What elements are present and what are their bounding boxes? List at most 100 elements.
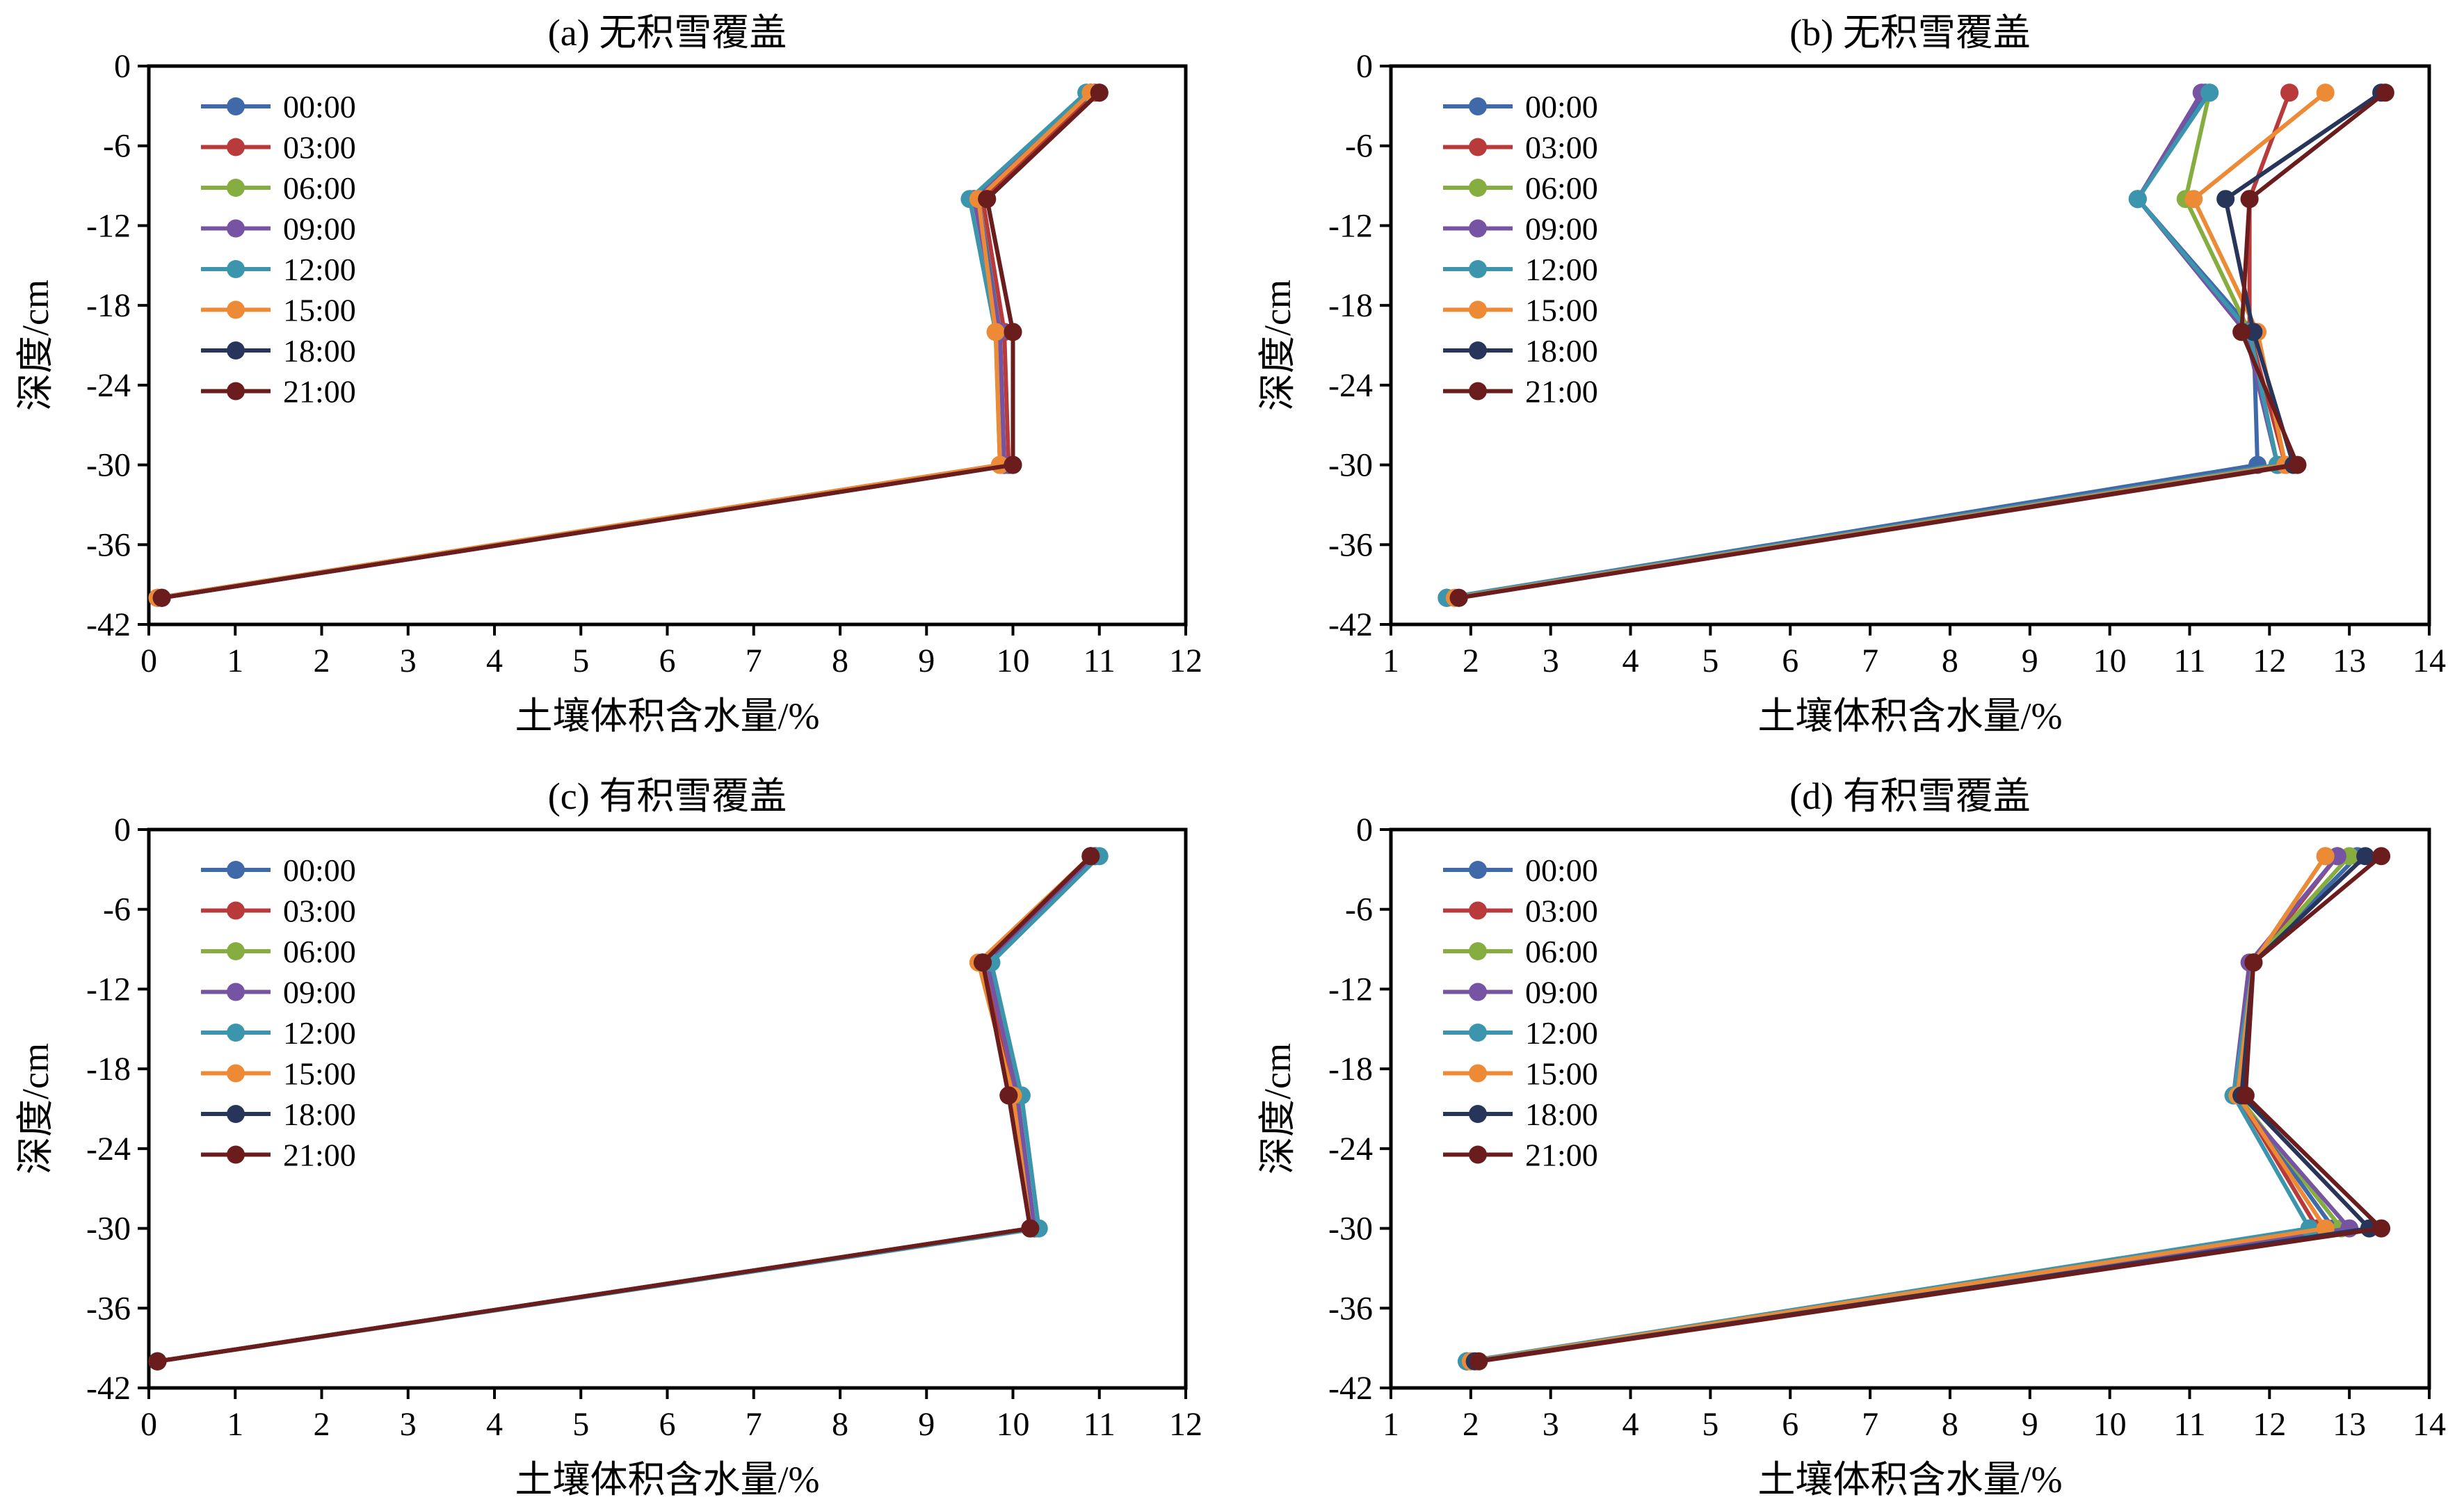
legend-label: 09:00 <box>1525 975 1598 1010</box>
legend: 00:00 03:00 06:00 09:00 12:00 15:00 18:00 21:00 <box>201 89 356 410</box>
y-tick-label: -30 <box>1328 447 1373 484</box>
legend-marker <box>227 219 245 238</box>
data-point <box>978 190 997 209</box>
legend-marker <box>1469 179 1487 197</box>
legend-label: 18:00 <box>1525 1097 1598 1132</box>
legend-label: 18:00 <box>283 1097 356 1132</box>
legend-marker <box>227 1105 245 1123</box>
y-tick-label: -42 <box>1328 606 1373 643</box>
data-point <box>2240 190 2259 209</box>
legend-label: 03:00 <box>283 894 356 929</box>
legend-label: 12:00 <box>1525 252 1598 287</box>
legend-marker <box>227 138 245 156</box>
data-point <box>2232 323 2251 341</box>
legend-label: 00:00 <box>1525 89 1598 124</box>
data-point <box>2216 190 2235 209</box>
x-tick-label: 3 <box>1543 643 1559 679</box>
legend-label: 03:00 <box>1525 130 1598 165</box>
chart-title: (c) 有积雪覆盖 <box>548 775 787 817</box>
legend-label: 12:00 <box>283 1015 356 1051</box>
x-tick-label: 1 <box>1383 1406 1399 1443</box>
x-tick-label: 13 <box>2333 643 2366 679</box>
x-tick-label: 10 <box>997 643 1030 679</box>
data-point <box>2236 1086 2255 1105</box>
y-tick-label: -42 <box>86 1370 131 1407</box>
legend-marker <box>1469 382 1487 401</box>
legend-marker <box>227 901 245 920</box>
legend-label: 03:00 <box>283 130 356 165</box>
legend-marker <box>1469 1024 1487 1042</box>
data-point <box>2184 190 2203 209</box>
x-tick-label: 6 <box>1782 643 1798 679</box>
legend-marker <box>227 1145 245 1164</box>
y-tick-label: -6 <box>1345 891 1373 928</box>
x-tick-label: 8 <box>832 643 848 679</box>
legend-marker <box>227 300 245 319</box>
data-point <box>986 323 1005 341</box>
y-tick-label: -36 <box>1328 526 1373 563</box>
x-tick-label: 3 <box>400 643 417 679</box>
legend-label: 06:00 <box>283 170 356 206</box>
legend-marker <box>1469 942 1487 960</box>
legend-marker <box>227 97 245 115</box>
legend-label: 21:00 <box>283 1138 356 1173</box>
series-line-1800 <box>1474 855 2372 1364</box>
x-tick-label: 8 <box>1942 643 1958 679</box>
x-tick-label: 11 <box>2173 1406 2205 1443</box>
series-line-1500 <box>1470 855 2328 1364</box>
y-tick-label: -24 <box>1328 367 1373 404</box>
x-tick-label: 12 <box>2253 1406 2286 1443</box>
y-tick-label: 0 <box>114 48 131 85</box>
chart-title: (a) 无积雪覆盖 <box>548 12 787 54</box>
legend-label: 00:00 <box>283 853 356 888</box>
x-axis-label: 土壤体积含水量/% <box>515 1459 820 1501</box>
x-tick-label: 1 <box>1383 643 1399 679</box>
legend-marker <box>227 179 245 197</box>
x-axis-label: 土壤体积含水量/% <box>1758 1459 2063 1501</box>
x-tick-label: 2 <box>314 643 330 679</box>
x-tick-label: 10 <box>997 1406 1030 1443</box>
legend-label: 21:00 <box>1525 374 1598 410</box>
y-axis-label: 深度/cm <box>15 1043 56 1174</box>
x-tick-label: 3 <box>400 1406 417 1443</box>
x-tick-label: 1 <box>227 1406 243 1443</box>
x-tick-label: 2 <box>1463 643 1479 679</box>
legend: 00:00 03:00 06:00 09:00 12:00 15:00 18:00 21:00 <box>1443 89 1598 410</box>
legend-label: 15:00 <box>283 1056 356 1092</box>
y-tick-label: -36 <box>1328 1290 1373 1327</box>
legend-label: 18:00 <box>283 333 356 369</box>
y-tick-label: 0 <box>114 811 131 848</box>
legend-label: 06:00 <box>1525 170 1598 206</box>
legend-marker <box>227 942 245 960</box>
x-tick-label: 0 <box>140 1406 157 1443</box>
data-point <box>2244 953 2263 972</box>
x-tick-label: 7 <box>1862 643 1878 679</box>
x-tick-label: 5 <box>1702 1406 1718 1443</box>
series-line-0000 <box>1466 855 2359 1364</box>
legend-marker <box>227 861 245 879</box>
x-tick-label: 8 <box>1942 1406 1958 1443</box>
legend-marker <box>1469 861 1487 879</box>
x-tick-label: 7 <box>1862 1406 1878 1443</box>
legend-marker <box>1469 341 1487 359</box>
x-tick-label: 6 <box>659 1406 676 1443</box>
x-tick-label: 12 <box>2253 643 2286 679</box>
x-tick-label: 12 <box>1169 643 1202 679</box>
y-tick-label: -36 <box>86 1290 131 1327</box>
data-point <box>2372 1219 2391 1238</box>
x-tick-label: 5 <box>572 1406 589 1443</box>
data-point <box>2356 847 2375 866</box>
x-tick-label: 0 <box>140 643 157 679</box>
legend-marker <box>1469 138 1487 156</box>
legend-label: 03:00 <box>1525 894 1598 929</box>
y-tick-label: -12 <box>1328 971 1373 1008</box>
data-point <box>2376 83 2394 102</box>
chart-title: (d) 有积雪覆盖 <box>1789 775 2030 817</box>
x-tick-label: 8 <box>832 1406 848 1443</box>
x-tick-label: 4 <box>1622 643 1639 679</box>
y-tick-label: -24 <box>86 1131 131 1167</box>
x-tick-label: 6 <box>659 643 676 679</box>
x-axis-label: 土壤体积含水量/% <box>515 695 820 737</box>
